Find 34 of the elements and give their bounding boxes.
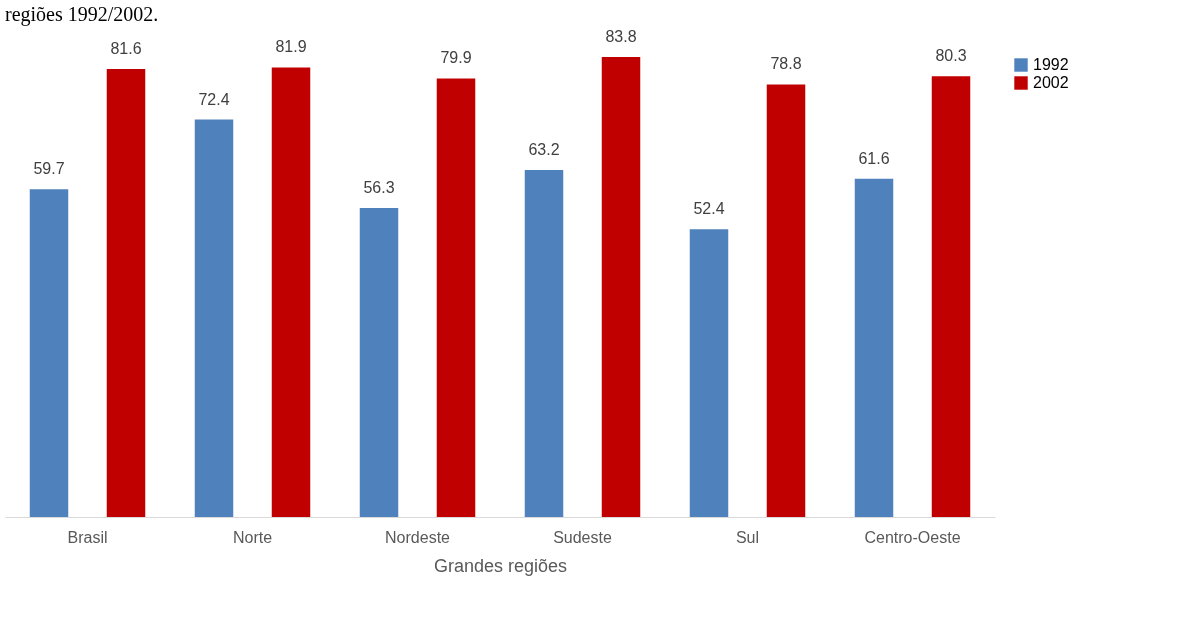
bar: [766, 84, 806, 517]
data-label: 59.7: [33, 160, 65, 178]
bar: [689, 229, 729, 517]
bar: [601, 57, 641, 517]
bar: [524, 170, 564, 517]
data-label: 72.4: [198, 90, 230, 108]
data-label: 61.6: [858, 149, 890, 167]
x-tick-label: Nordeste: [385, 528, 451, 546]
legend-label: 2002: [1033, 74, 1069, 91]
data-label: 78.8: [770, 55, 802, 73]
x-tick-label: Sudeste: [553, 528, 612, 546]
data-label: 56.3: [363, 178, 395, 196]
data-label: 52.4: [693, 200, 725, 218]
data-label: 79.9: [440, 49, 472, 67]
data-label: 83.8: [605, 28, 637, 45]
bar: [436, 78, 476, 517]
bar: [931, 76, 971, 517]
bar: [271, 67, 311, 517]
bar: [194, 119, 234, 517]
x-tick-label: Brasil: [67, 528, 108, 546]
legend-label: 1992: [1033, 56, 1069, 73]
chart-title: regiões 1992/2002.: [5, 3, 159, 26]
data-label: 81.9: [275, 38, 307, 56]
data-label: 81.6: [110, 40, 142, 58]
x-tick-label: Sul: [735, 528, 760, 546]
x-axis-title: Grandes regiões: [433, 555, 568, 576]
bar: [29, 189, 69, 517]
data-label: 80.3: [935, 47, 967, 65]
x-tick-label: Norte: [232, 528, 273, 546]
bar: [106, 69, 146, 517]
bar: [854, 178, 894, 517]
x-tick-label: Centro-Oeste: [864, 528, 961, 546]
data-label: 63.2: [528, 141, 560, 159]
bar: [359, 207, 399, 517]
